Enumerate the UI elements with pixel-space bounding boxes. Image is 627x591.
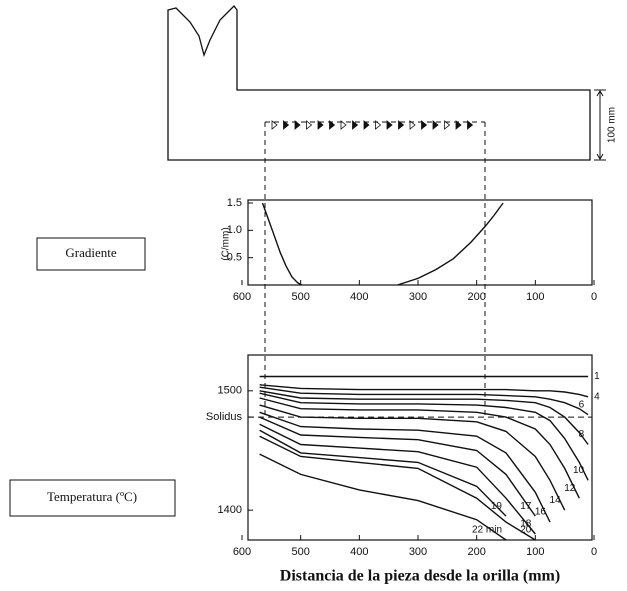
x-tick-label: 0 [591, 546, 597, 558]
casting-outline [168, 6, 590, 160]
curve [263, 203, 302, 285]
y-tick-label: 1500 [218, 385, 242, 397]
curve-label: 14 [550, 495, 562, 506]
curve-label: 22 min [472, 525, 502, 536]
curve-label: 6 [579, 399, 585, 410]
x-tick-label: 100 [526, 546, 544, 558]
curve-label: 8 [579, 429, 585, 440]
curve [260, 398, 580, 498]
x-tick-label: 400 [350, 546, 368, 558]
dimension-label: 100 mm [607, 107, 618, 143]
figure: 100 mm Gradiente Temperatura (ºC) Distan… [0, 0, 627, 591]
curve-label: 10 [573, 465, 585, 476]
x-tick-label: 100 [526, 291, 544, 303]
curve-label: 4 [594, 391, 600, 402]
x-tick-label: 400 [350, 291, 368, 303]
x-tick-label: 500 [291, 546, 309, 558]
curve-label: 19 [491, 501, 503, 512]
y-axis-title: (C/mm) [221, 227, 232, 260]
dimension-bracket [594, 90, 606, 160]
curve [260, 393, 588, 480]
x-tick-label: 200 [467, 546, 485, 558]
x-tick-label: 300 [409, 546, 427, 558]
curve [398, 203, 504, 285]
y-tick-label: 1.5 [227, 197, 242, 209]
panel-label: Temperatura (ºC) [47, 489, 137, 504]
x-tick-label: 200 [467, 291, 485, 303]
curve-label: 12 [564, 483, 576, 494]
curve-label: 1 [594, 371, 600, 382]
projection-lines [265, 122, 485, 420]
thermocouple-mark [468, 121, 473, 129]
y-tick-label: Solidus [206, 411, 243, 423]
x-tick-label: 500 [291, 291, 309, 303]
curve [260, 424, 536, 534]
x-tick-label: 0 [591, 291, 597, 303]
panel-label: Gradiente [65, 245, 116, 260]
curve-label: 16 [535, 507, 547, 518]
x-axis-title: Distancia de la pieza desde la orilla (m… [280, 568, 560, 585]
plot-frame [248, 200, 592, 285]
x-tick-label: 600 [233, 546, 251, 558]
curve-label: 17 [520, 501, 532, 512]
curve-label: 20 [520, 525, 532, 536]
x-tick-label: 300 [409, 291, 427, 303]
y-tick-label: 1400 [218, 504, 242, 516]
curve [260, 454, 506, 540]
x-tick-label: 600 [233, 291, 251, 303]
